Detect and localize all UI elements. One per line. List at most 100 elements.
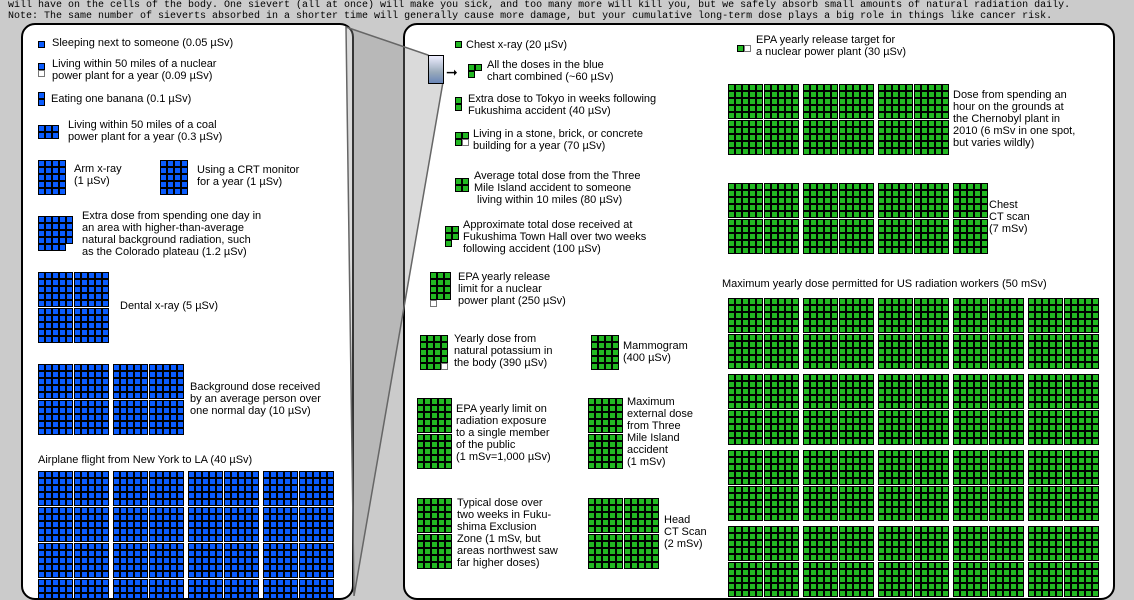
dose-square <box>778 381 785 388</box>
dose-square <box>860 395 867 402</box>
dose-square <box>320 471 327 478</box>
dose-square <box>906 583 913 590</box>
dose-square <box>810 374 817 381</box>
dose-square <box>438 505 445 512</box>
dose-square <box>81 385 88 392</box>
dose-square <box>602 441 609 448</box>
dose-square <box>914 348 921 355</box>
dose-square <box>942 424 949 431</box>
dose-square <box>764 247 771 254</box>
dose-square <box>885 478 892 485</box>
dose-square <box>942 134 949 141</box>
dose-square <box>163 492 170 499</box>
dose-square <box>95 364 102 371</box>
dose-square <box>1078 341 1085 348</box>
dose-square <box>216 564 223 571</box>
dose-square <box>616 541 623 548</box>
dose-square <box>785 464 792 471</box>
dose-square <box>892 526 899 533</box>
dose-square <box>430 293 437 300</box>
dose-square <box>756 540 763 547</box>
dose-square <box>867 334 874 341</box>
dose-square <box>291 543 298 550</box>
dose-square <box>756 402 763 409</box>
dose-square <box>785 526 792 533</box>
dose-square <box>1042 326 1049 333</box>
dose-square <box>1010 547 1017 554</box>
dose-square <box>771 233 778 240</box>
dose-square <box>803 305 810 312</box>
dose-square <box>996 431 1003 438</box>
dose-square <box>1078 514 1085 521</box>
dose-square <box>853 464 860 471</box>
dose-square <box>1078 471 1085 478</box>
dose-square <box>764 424 771 431</box>
dose-square <box>156 550 163 557</box>
dose-square <box>252 528 259 535</box>
dose-square <box>967 374 974 381</box>
dose-square <box>846 247 853 254</box>
dose-square <box>771 493 778 500</box>
dose-square <box>216 571 223 578</box>
dose-square <box>95 378 102 385</box>
dose-square <box>1085 457 1092 464</box>
dose-square <box>764 450 771 457</box>
dose-square <box>853 388 860 395</box>
dose-square <box>74 478 81 485</box>
dose-square <box>885 334 892 341</box>
dose-square <box>195 535 202 542</box>
dose-square <box>996 514 1003 521</box>
dose-square <box>1078 402 1085 409</box>
dose-square <box>974 457 981 464</box>
dose-square <box>438 398 445 405</box>
dose-square <box>45 392 52 399</box>
dose-square <box>127 392 134 399</box>
dose-square <box>960 417 967 424</box>
dose-square <box>906 507 913 514</box>
dose-square <box>981 562 988 569</box>
dose-square <box>38 507 45 514</box>
dose-square <box>817 410 824 417</box>
dose-square <box>778 348 785 355</box>
dose-square <box>778 240 785 247</box>
dose-square <box>59 571 66 578</box>
dose-square <box>756 341 763 348</box>
dose-square <box>771 540 778 547</box>
dose-square <box>1064 395 1071 402</box>
dose-square <box>74 485 81 492</box>
dose-square <box>1035 478 1042 485</box>
dose-square <box>306 593 313 598</box>
dose-square <box>778 514 785 521</box>
dose-square <box>417 419 424 426</box>
dose-square <box>953 464 960 471</box>
dose-square <box>52 371 59 378</box>
dose-square <box>1071 569 1078 576</box>
dose-square <box>914 374 921 381</box>
dose-square <box>163 478 170 485</box>
dose-square <box>885 105 892 112</box>
dose-square <box>74 471 81 478</box>
dose-square <box>202 528 209 535</box>
dose-square <box>885 417 892 424</box>
dose-square <box>1064 362 1071 369</box>
dose-square <box>921 134 928 141</box>
dose-square <box>141 499 148 506</box>
dose-square <box>66 571 73 578</box>
dose-square <box>156 421 163 428</box>
dose-square <box>113 499 120 506</box>
dose-square <box>163 528 170 535</box>
dose-square <box>928 500 935 507</box>
dose-square <box>792 554 799 561</box>
dose-square <box>1071 500 1078 507</box>
dose-square <box>81 514 88 521</box>
dose-square <box>810 84 817 91</box>
dose-square <box>878 226 885 233</box>
dose-square <box>735 319 742 326</box>
dose-square <box>1035 471 1042 478</box>
dose-square <box>824 105 831 112</box>
dose-square <box>216 514 223 521</box>
dose-square <box>45 244 52 251</box>
dose-square <box>728 197 735 204</box>
dose-square <box>914 450 921 457</box>
dose-square <box>202 492 209 499</box>
